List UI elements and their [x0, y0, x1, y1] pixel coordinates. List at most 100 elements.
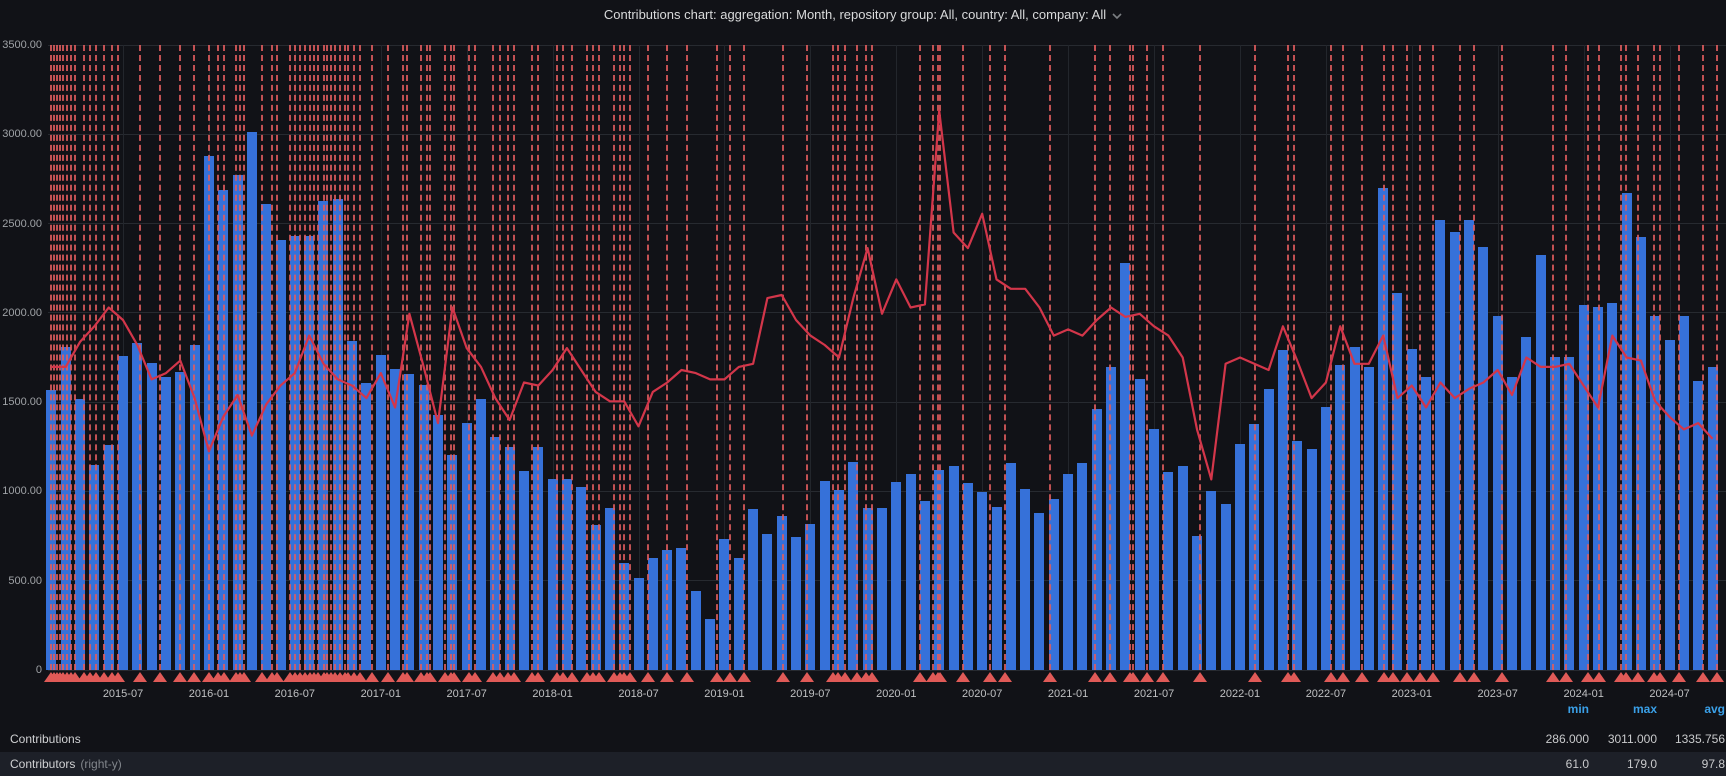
annotation-marker-icon[interactable]: [1376, 672, 1391, 682]
annotation-line[interactable]: [512, 45, 515, 670]
annotation-line[interactable]: [1473, 45, 1476, 670]
annotation-marker-icon[interactable]: [710, 672, 725, 682]
annotation-marker-icon[interactable]: [864, 672, 879, 682]
annotation-marker-icon[interactable]: [1336, 672, 1351, 682]
annotation-line[interactable]: [1715, 45, 1718, 670]
annotation-line[interactable]: [323, 45, 326, 670]
annotation-marker-icon[interactable]: [1580, 672, 1595, 682]
annotation-line[interactable]: [507, 45, 510, 670]
legend-col-avg[interactable]: avg: [1704, 702, 1725, 716]
annotation-marker-icon[interactable]: [912, 672, 927, 682]
annotation-marker-icon[interactable]: [531, 672, 546, 682]
annotation-marker-icon[interactable]: [660, 672, 675, 682]
annotation-line[interactable]: [50, 45, 53, 670]
annotation-line[interactable]: [646, 45, 649, 670]
annotation-line[interactable]: [870, 45, 873, 670]
annotation-line[interactable]: [843, 45, 846, 670]
annotation-line[interactable]: [1652, 45, 1655, 670]
annotation-marker-icon[interactable]: [1043, 672, 1058, 682]
annotation-line[interactable]: [207, 45, 210, 670]
annotation-marker-icon[interactable]: [486, 672, 501, 682]
annotation-line[interactable]: [343, 45, 346, 670]
annotation-marker-icon[interactable]: [1323, 672, 1338, 682]
annotation-line[interactable]: [1382, 45, 1385, 670]
annotation-line[interactable]: [1128, 45, 1131, 670]
annotation-line[interactable]: [499, 45, 502, 670]
annotation-line[interactable]: [1360, 45, 1363, 670]
annotation-line[interactable]: [492, 45, 495, 670]
annotation-marker-icon[interactable]: [254, 672, 269, 682]
annotation-line[interactable]: [179, 45, 182, 670]
legend-row-contributions[interactable]: Contributions 286.000 3011.000 1335.756: [0, 726, 1726, 752]
annotation-line[interactable]: [89, 45, 92, 670]
annotation-line[interactable]: [474, 45, 477, 670]
annotation-line[interactable]: [83, 45, 86, 670]
annotation-line[interactable]: [303, 45, 306, 670]
annotation-line[interactable]: [66, 45, 69, 670]
legend-col-min[interactable]: min: [1567, 702, 1589, 716]
annotation-marker-icon[interactable]: [1709, 672, 1724, 682]
annotation-marker-icon[interactable]: [1102, 672, 1117, 682]
annotation-line[interactable]: [330, 45, 333, 670]
annotation-line[interactable]: [1162, 45, 1165, 670]
annotation-marker-icon[interactable]: [201, 672, 216, 682]
annotation-line[interactable]: [1329, 45, 1332, 670]
annotation-marker-icon[interactable]: [1631, 672, 1646, 682]
annotation-marker-icon[interactable]: [88, 672, 103, 682]
annotation-line[interactable]: [449, 45, 452, 670]
annotation-line[interactable]: [931, 45, 934, 670]
annotation-line[interactable]: [110, 45, 113, 670]
annotation-marker-icon[interactable]: [1156, 672, 1171, 682]
annotation-marker-icon[interactable]: [400, 672, 415, 682]
annotation-line[interactable]: [1132, 45, 1135, 670]
annotation-marker-icon[interactable]: [1139, 672, 1154, 682]
annotation-marker-icon[interactable]: [564, 672, 579, 682]
annotation-line[interactable]: [1392, 45, 1395, 670]
annotation-marker-icon[interactable]: [446, 672, 461, 682]
annotation-line[interactable]: [293, 45, 296, 670]
annotation-marker-icon[interactable]: [1696, 672, 1711, 682]
annotation-line[interactable]: [270, 45, 273, 670]
annotation-marker-icon[interactable]: [237, 672, 251, 682]
annotation-line[interactable]: [1405, 45, 1408, 670]
annotation-line[interactable]: [1198, 45, 1201, 670]
annotation-line[interactable]: [61, 45, 64, 670]
annotation-marker-icon[interactable]: [932, 672, 947, 682]
annotation-line[interactable]: [58, 45, 61, 670]
annotation-line[interactable]: [1094, 45, 1097, 670]
annotation-line[interactable]: [1586, 45, 1589, 670]
annotation-line[interactable]: [918, 45, 921, 670]
annotation-line[interactable]: [371, 45, 374, 670]
annotation-marker-icon[interactable]: [1495, 672, 1510, 682]
annotation-marker-icon[interactable]: [680, 672, 695, 682]
annotation-line[interactable]: [1551, 45, 1554, 670]
annotation-line[interactable]: [159, 45, 162, 670]
annotation-marker-icon[interactable]: [723, 672, 738, 682]
annotation-marker-icon[interactable]: [110, 672, 125, 682]
annotation-line[interactable]: [56, 45, 59, 670]
annotation-marker-icon[interactable]: [1412, 672, 1427, 682]
annotation-marker-icon[interactable]: [1386, 672, 1401, 682]
annotation-line[interactable]: [326, 45, 329, 670]
annotation-line[interactable]: [1619, 45, 1622, 670]
annotation-marker-icon[interactable]: [468, 672, 483, 682]
annotation-line[interactable]: [235, 45, 238, 670]
annotation-line[interactable]: [313, 45, 316, 670]
annotation-line[interactable]: [1108, 45, 1111, 670]
legend-label-contributions[interactable]: Contributions: [10, 732, 81, 746]
annotation-line[interactable]: [358, 45, 361, 670]
annotation-marker-icon[interactable]: [186, 672, 201, 682]
annotation-line[interactable]: [1342, 45, 1345, 670]
annotation-marker-icon[interactable]: [352, 672, 367, 682]
annotation-marker-icon[interactable]: [1192, 672, 1207, 682]
annotation-line[interactable]: [832, 45, 835, 670]
annotation-line[interactable]: [1564, 45, 1567, 670]
annotation-line[interactable]: [222, 45, 225, 670]
legend-col-max[interactable]: max: [1632, 702, 1657, 716]
annotation-marker-icon[interactable]: [1545, 672, 1560, 682]
annotation-marker-icon[interactable]: [556, 672, 571, 682]
annotation-line[interactable]: [338, 45, 341, 670]
annotation-line[interactable]: [961, 45, 964, 670]
annotation-line[interactable]: [346, 45, 349, 670]
annotation-marker-icon[interactable]: [640, 672, 655, 682]
